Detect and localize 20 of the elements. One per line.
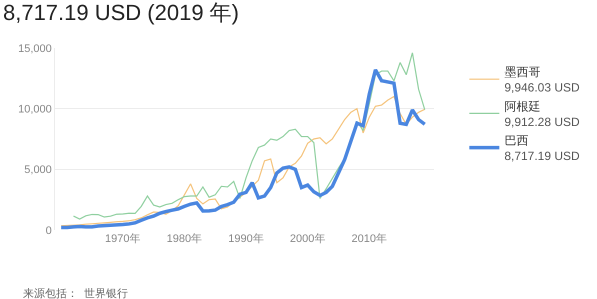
line-series xyxy=(72,52,426,220)
line-series xyxy=(60,96,426,226)
y-tick-label: 0 xyxy=(46,224,52,237)
chart-title: 8,717.19 USD (2019 年) xyxy=(2,0,240,25)
x-tick-label: 2000年 xyxy=(290,233,326,245)
legend-label: 阿根廷 xyxy=(504,99,540,114)
y-tick-label: 5,000 xyxy=(24,164,52,176)
x-tick-label: 1990年 xyxy=(228,233,264,245)
x-tick-label: 1980年 xyxy=(166,233,202,245)
text: 9,912.28 USD xyxy=(504,114,580,129)
x-tick-label: 2010年 xyxy=(352,233,388,245)
y-tick-label: 10,000 xyxy=(18,104,52,116)
legend-label: 巴西 xyxy=(504,133,528,148)
text: 9,946.03 USD xyxy=(504,80,580,95)
legend-label: 墨西哥 xyxy=(504,65,540,80)
text: 8,717.19 USD xyxy=(504,149,580,164)
line-series xyxy=(59,68,427,230)
text: 来源包括： 世界银行 xyxy=(23,287,128,299)
y-tick-label: 15,000 xyxy=(18,42,52,55)
x-tick-label: 1970年 xyxy=(105,233,141,245)
